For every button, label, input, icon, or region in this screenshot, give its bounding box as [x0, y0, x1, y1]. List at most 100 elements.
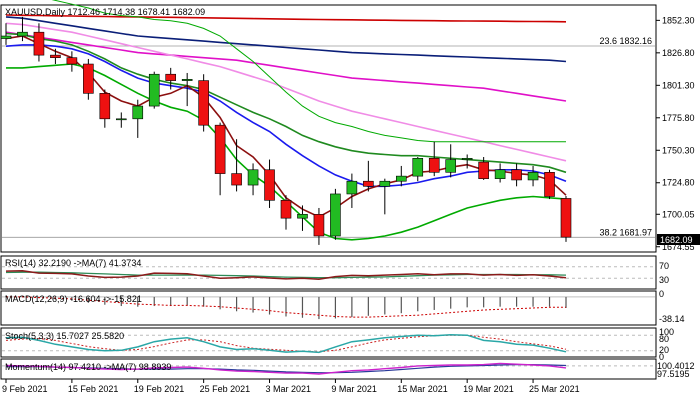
- price-tick-label: 1750.30: [662, 145, 695, 155]
- candle: [445, 144, 457, 178]
- price-tick-label: 1826.80: [662, 48, 695, 58]
- candle-body: [181, 79, 193, 81]
- fib-label: 23.6 1832.16: [599, 36, 652, 46]
- candle-body: [165, 73, 177, 81]
- current-price-tag-bg: [657, 234, 700, 245]
- stoch-level-100: 100: [659, 327, 674, 337]
- moving-average-line: [5, 31, 567, 102]
- candle: [50, 48, 61, 65]
- stoch-level-20: 20: [659, 345, 669, 355]
- macd-lines: [2, 295, 655, 320]
- momentum-title: Momentum(14) 97.4210 ->MA(7) 98.8939: [5, 362, 171, 372]
- stoch-pane-frame: [0, 327, 657, 358]
- candle-body: [379, 180, 391, 187]
- symbol-line: XAUUSD,Daily 1712.46 1714.38 1678.41 168…: [5, 7, 205, 17]
- stoch-title: Stoch(5,3,3) 15.7027 25.5820: [5, 331, 124, 341]
- candle-body: [0, 35, 12, 39]
- date-tick-label: 25 Feb 2021: [200, 384, 251, 394]
- price-tick-label: 1674.55: [662, 242, 695, 252]
- current-price-tag: 1682.09: [657, 234, 700, 245]
- momentum-axis-high: 100.4012: [657, 361, 695, 371]
- candle-body: [395, 175, 407, 182]
- candle-body: [478, 161, 489, 179]
- candle: [148, 71, 160, 109]
- candle: [379, 178, 391, 215]
- candle-body: [412, 157, 424, 177]
- candle-body: [346, 180, 358, 195]
- candle-body: [461, 157, 473, 160]
- rsi-line: [5, 270, 567, 280]
- candle: [494, 163, 506, 183]
- candle: [247, 163, 259, 196]
- candle-body: [511, 169, 522, 181]
- rsi-lines: [2, 266, 655, 280]
- candle: [198, 74, 209, 132]
- candle-body: [99, 93, 111, 120]
- candle-body: [148, 73, 160, 107]
- candle: [511, 163, 522, 187]
- candle: [0, 23, 12, 45]
- price-pane-frame: [0, 4, 657, 253]
- candle-body: [363, 180, 374, 187]
- macd-axis-zero: 0: [659, 289, 664, 299]
- date-tick-label: 25 Mar 2021: [529, 384, 580, 394]
- candle: [33, 23, 45, 62]
- candle-body: [66, 57, 78, 65]
- candle-body: [445, 159, 457, 173]
- rsi-level-70: 70: [659, 261, 669, 271]
- candle: [412, 157, 424, 182]
- candle: [231, 139, 242, 192]
- candle-body: [428, 157, 440, 173]
- current-price-label: 1682.09: [660, 235, 693, 245]
- stoch-level-0: 0: [659, 352, 664, 362]
- candle: [297, 205, 308, 231]
- band-upper-line: [51, 0, 566, 143]
- candle: [478, 157, 489, 180]
- candle-body: [132, 105, 144, 120]
- macd-axis-min: -38.14: [659, 314, 685, 324]
- candle-body: [560, 198, 572, 238]
- macd-pane: MACD(12,26,9) -16.604 ->-15.821 0 -38.14: [0, 289, 685, 326]
- candle-body: [544, 172, 555, 197]
- candle-body: [198, 80, 209, 126]
- candle: [527, 165, 539, 187]
- price-pane: 23.6 1832.16 38.2 1681.97 XAUUSD,Daily 17…: [0, 0, 700, 253]
- candle-body: [17, 31, 28, 37]
- candle: [395, 165, 407, 187]
- candle: [83, 58, 94, 100]
- candle: [560, 196, 572, 242]
- candle: [544, 169, 555, 200]
- price-tick-label: 1775.80: [662, 113, 695, 123]
- stoch-pane: Stoch(5,3,3) 15.7027 25.5820 100 80 20 0: [0, 327, 674, 362]
- candle: [165, 67, 177, 90]
- date-tick-label: 15 Feb 2021: [68, 384, 119, 394]
- rsi-pane: RSI(14) 32.2190 ->MA(7) 41.3734 70 30: [0, 255, 669, 290]
- candle: [363, 160, 374, 192]
- date-tick-label: 15 Mar 2021: [397, 384, 448, 394]
- candle-body: [214, 124, 226, 174]
- macd-title: MACD(12,26,9) -16.604 ->-15.821: [5, 294, 142, 304]
- candle-body: [527, 172, 539, 181]
- candle: [264, 159, 275, 208]
- rsi-pane-frame: [0, 255, 657, 290]
- candle: [115, 112, 127, 128]
- moving-average-line: [5, 22, 567, 162]
- candle: [181, 72, 193, 107]
- candle-body: [297, 214, 308, 219]
- candle-body: [247, 169, 259, 186]
- candle-body: [494, 169, 506, 179]
- candle: [428, 141, 440, 177]
- date-x-axis: 9 Feb 2021 15 Feb 2021 19 Feb 2021 25 Feb 2…: [2, 379, 580, 394]
- candle: [280, 195, 292, 230]
- candle: [461, 154, 473, 169]
- momentum-lines: [2, 362, 655, 375]
- candle: [346, 173, 358, 208]
- macd-signal-line: [6, 296, 566, 318]
- stoch-k-line: [5, 333, 567, 354]
- stoch-lines: [2, 333, 655, 354]
- candle-body: [115, 118, 127, 121]
- price-tick-label: 1852.30: [662, 15, 695, 25]
- moving-average-line: [5, 32, 567, 174]
- moving-average-line: [5, 14, 567, 23]
